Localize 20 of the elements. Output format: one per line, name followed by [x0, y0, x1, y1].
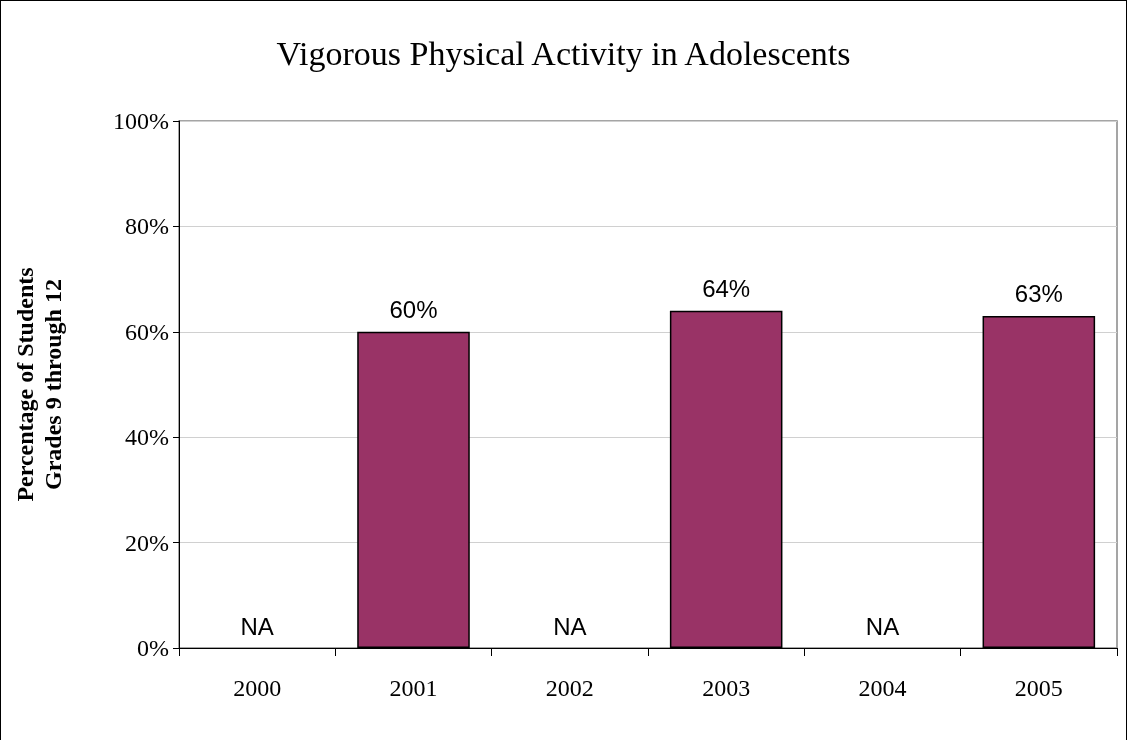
- y-tick-label: 20%: [125, 529, 169, 556]
- y-tick-label: 40%: [125, 424, 169, 451]
- y-tick-label: 0%: [137, 635, 169, 661]
- text: NA: [865, 612, 900, 640]
- text: NA: [240, 612, 274, 640]
- x-tick-label: 2004: [858, 675, 907, 701]
- data-label: 60%: [389, 296, 438, 324]
- y-tick-label: 60%: [125, 318, 169, 345]
- x-tick-label: 2003: [702, 675, 751, 701]
- x-tick-label: 2001: [389, 675, 438, 701]
- x-tick-label: 2000: [233, 675, 282, 701]
- data-label: 63%: [1014, 280, 1063, 308]
- x-tick-label: 2002: [545, 675, 594, 701]
- y-tick-label: 100%: [113, 108, 169, 134]
- data-label: 64%: [702, 275, 751, 303]
- chart-title: Vigorous Physical Activity in Adolescents: [276, 34, 851, 72]
- y-tick-label: 80%: [125, 213, 169, 240]
- text: NA: [553, 612, 587, 640]
- y-axis-title: Percentage of Students Grades 9 through 12: [12, 267, 66, 502]
- x-tick-label: 2005: [1014, 675, 1063, 701]
